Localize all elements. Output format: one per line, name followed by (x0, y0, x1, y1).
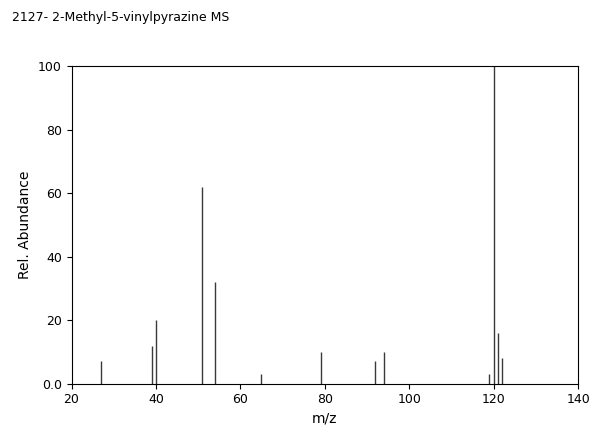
X-axis label: m/z: m/z (312, 412, 337, 426)
Y-axis label: Rel. Abundance: Rel. Abundance (18, 171, 32, 279)
Text: 2127- 2-Methyl-5-vinylpyrazine MS: 2127- 2-Methyl-5-vinylpyrazine MS (12, 11, 229, 24)
